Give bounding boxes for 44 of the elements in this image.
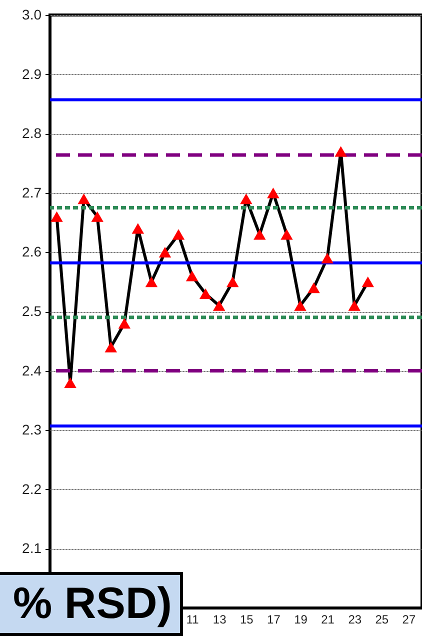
- point: [254, 229, 266, 240]
- x-tick-label: 25: [375, 612, 389, 626]
- y-tick-label: 2.9: [22, 66, 42, 82]
- point: [145, 276, 158, 288]
- point: [348, 300, 360, 311]
- y-tick-label: 2.8: [22, 125, 42, 142]
- y-tick-label: 3.0: [22, 6, 42, 22]
- point: [104, 342, 117, 352]
- point: [294, 300, 306, 311]
- point: [362, 276, 374, 288]
- x-tick-label: 23: [348, 612, 362, 626]
- point: [50, 211, 63, 222]
- x-tick-label: 17: [267, 612, 281, 626]
- annotation: % RSD): [0, 572, 183, 636]
- x-tick-label: 27: [402, 612, 416, 626]
- point: [158, 246, 172, 258]
- point: [199, 288, 212, 300]
- y-tick-label: 2.7: [22, 184, 42, 200]
- point: [308, 282, 320, 294]
- x-tick-label: 13: [212, 612, 227, 626]
- x-tick-label: 15: [240, 612, 254, 626]
- point: [212, 300, 226, 311]
- y-tick-label: 2.2: [22, 480, 42, 497]
- y-tick-label: 2.5: [22, 303, 42, 319]
- point: [334, 146, 347, 157]
- point: [226, 276, 239, 288]
- point: [91, 211, 104, 222]
- point: [280, 229, 293, 240]
- point: [118, 318, 131, 329]
- x-tick-label: 21: [321, 612, 335, 626]
- y-tick-label: 2.1: [22, 540, 42, 556]
- x-tick-label: 11: [186, 612, 200, 626]
- y-tick-label: 2.4: [22, 362, 42, 378]
- point: [240, 194, 252, 204]
- y-tick-label: 2.3: [22, 422, 42, 438]
- point: [78, 194, 90, 204]
- point: [186, 270, 198, 282]
- point: [132, 223, 144, 234]
- y-tick-label: 2.6: [22, 244, 42, 260]
- x-tick-label: 19: [294, 612, 308, 626]
- point: [321, 252, 334, 264]
- point: [172, 229, 185, 240]
- point: [267, 188, 280, 198]
- point: [64, 377, 76, 388]
